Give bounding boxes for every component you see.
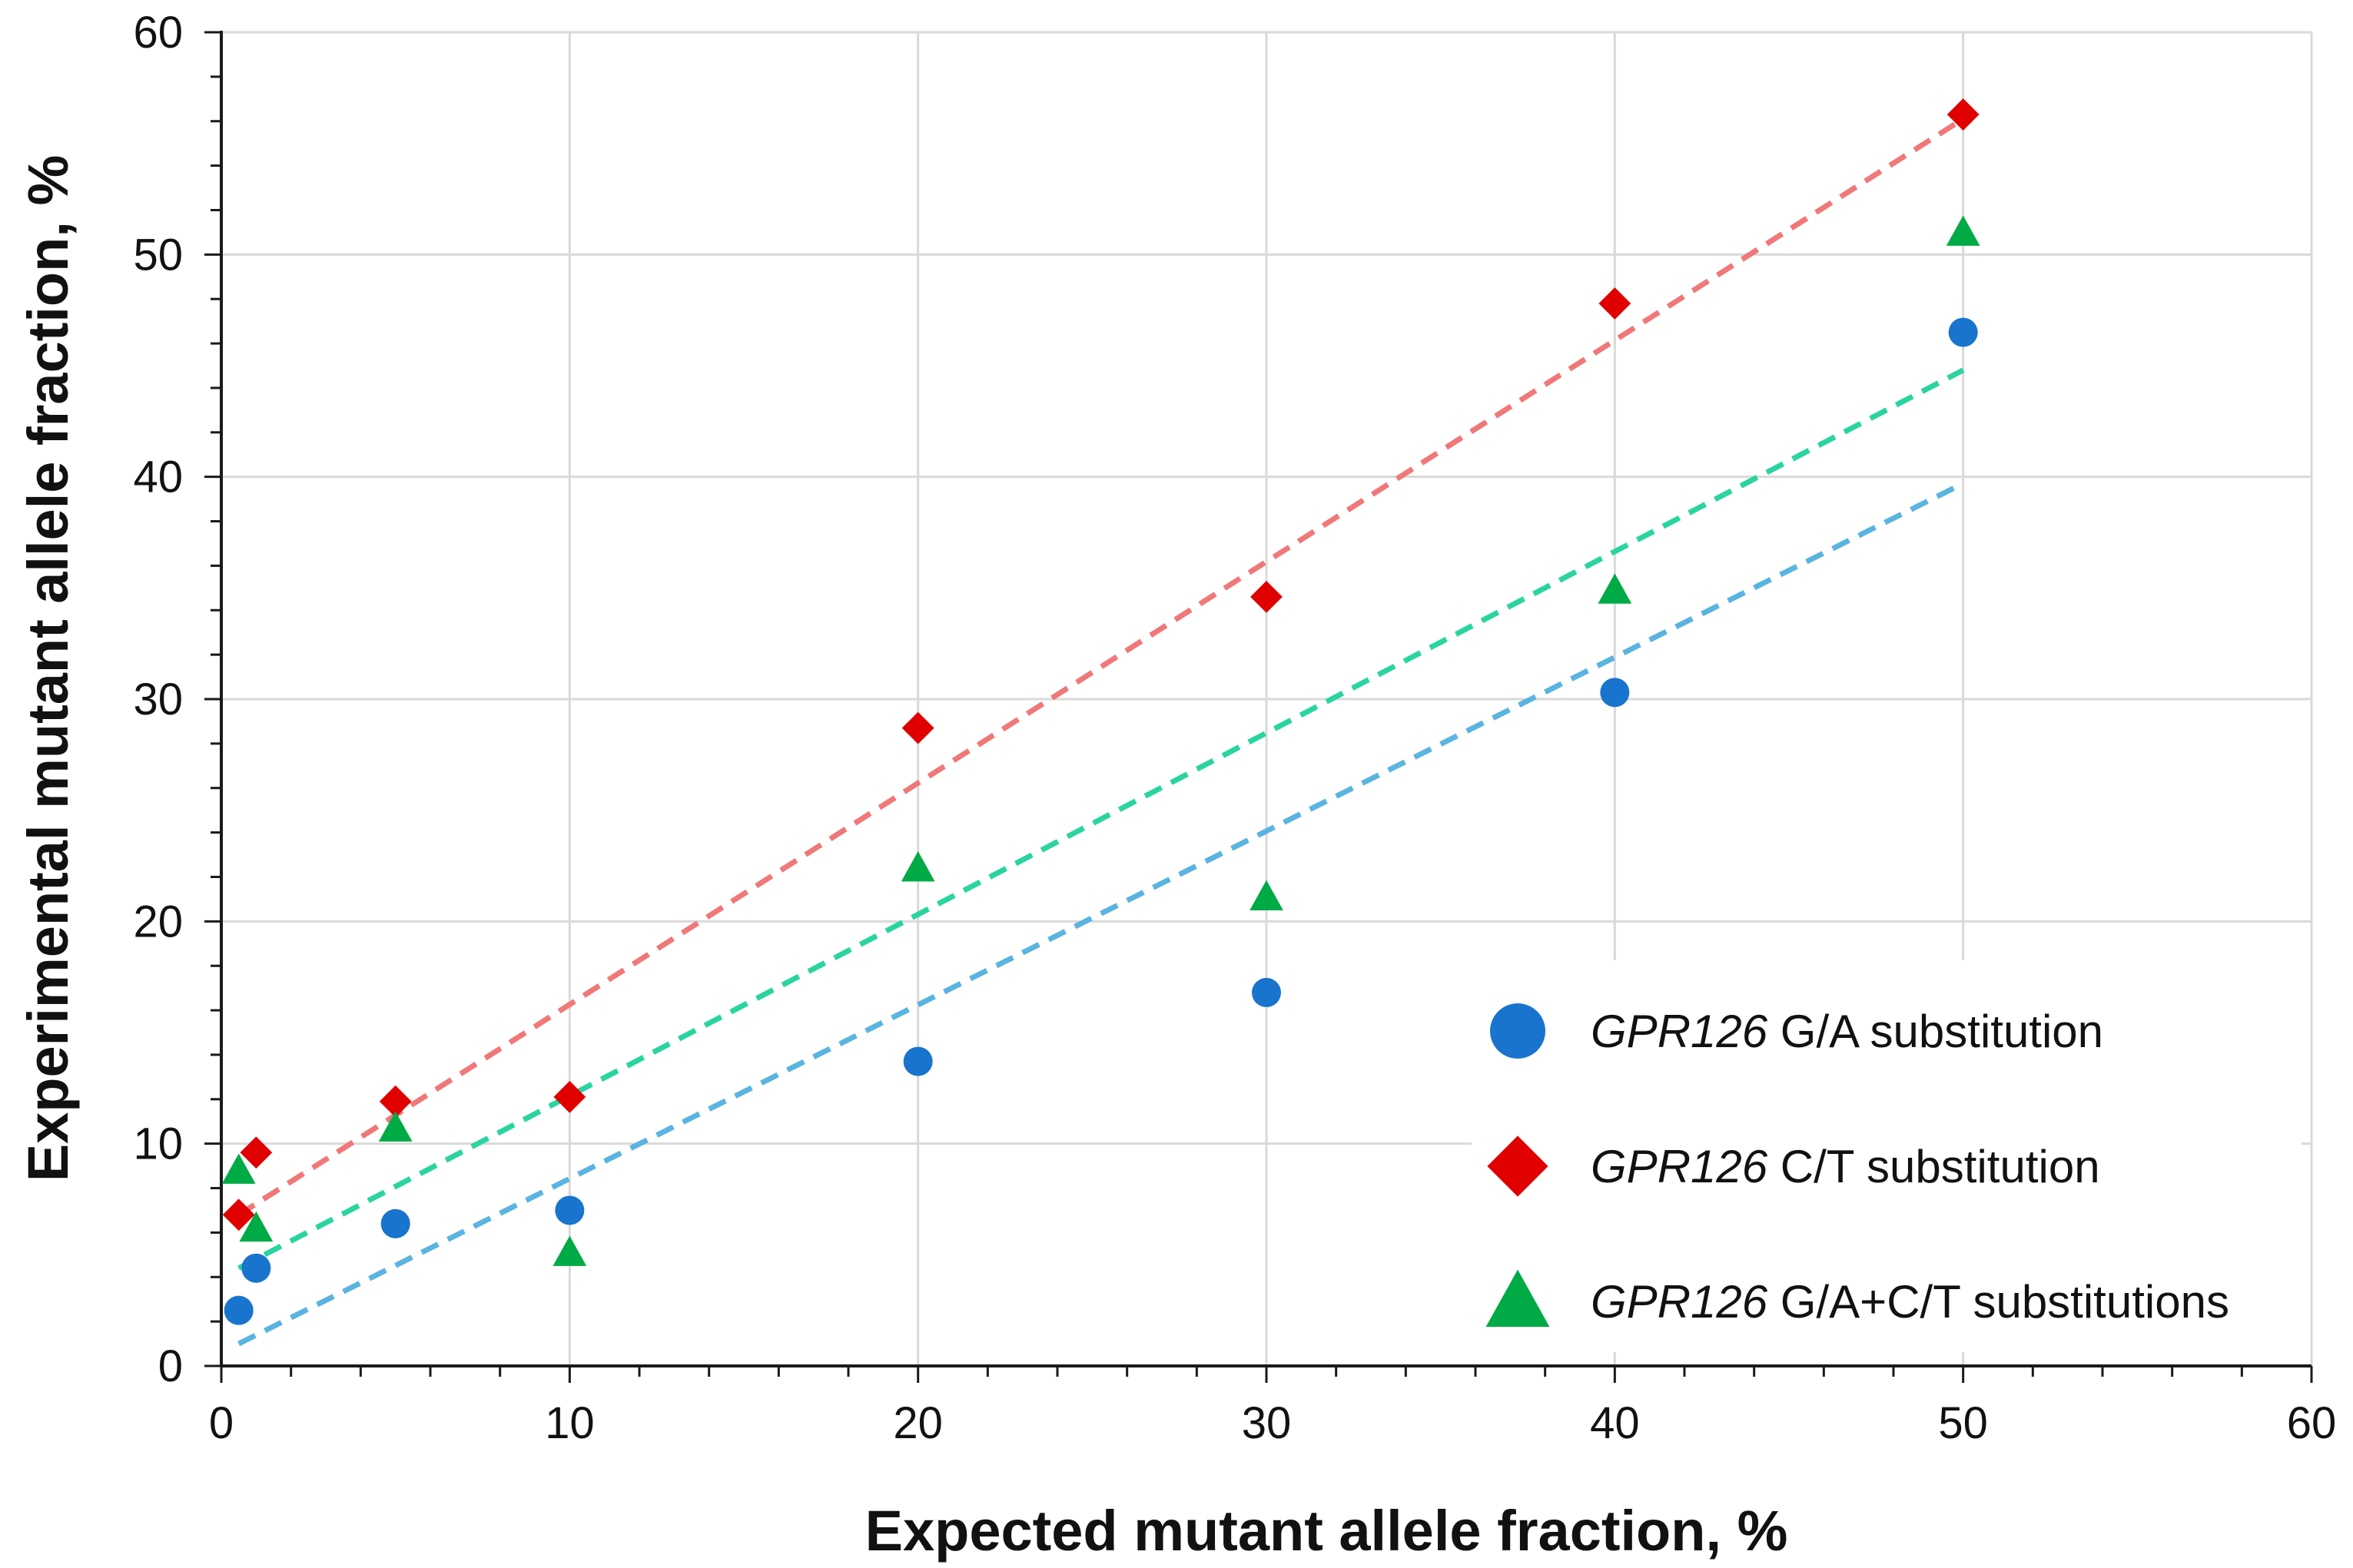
legend-gene-name: GPR126 [1591, 1276, 1768, 1328]
legend-substitution-type: C/T substitution [1767, 1141, 2099, 1192]
data-point-diamond [240, 1136, 273, 1169]
y-tick-label: 0 [158, 1341, 183, 1391]
y-tick-label: 30 [133, 675, 183, 724]
data-point-diamond [901, 711, 934, 744]
axis-layer: 0 10 20 30 40 50 60 0 10 20 30 40 50 60 [133, 8, 2336, 1448]
trendline-layer [237, 116, 1965, 1347]
trendline-diamond [237, 116, 1965, 1218]
data-point-circle [555, 1195, 585, 1225]
legend-gene-name: GPR126 [1591, 1006, 1768, 1057]
x-axis-title: Expected mutant allele fraction, % [865, 1499, 1788, 1563]
x-tick-label: 20 [893, 1398, 943, 1448]
data-point-triangle [1250, 880, 1283, 910]
data-point-circle [1600, 678, 1630, 708]
x-tick-label: 10 [545, 1398, 595, 1448]
legend-label: GPR126 G/A substitution [1591, 1006, 2103, 1057]
y-axis-title: Experimental mutant allele fraction, % [16, 155, 80, 1182]
y-tick-label: 10 [133, 1119, 183, 1169]
x-tick-label: 0 [209, 1398, 234, 1448]
legend-background [1472, 960, 2302, 1352]
grid-layer [221, 31, 2313, 1366]
x-tick-label: 40 [1590, 1398, 1640, 1448]
legend-label: GPR126 C/T substitution [1591, 1141, 2100, 1192]
data-point-triangle [239, 1211, 274, 1242]
y-tick-label: 40 [133, 452, 183, 502]
data-point-triangle [1946, 215, 1980, 246]
data-point-layer [221, 98, 1980, 1325]
legend-marker-triangle [1485, 1269, 1550, 1328]
data-point-diamond [1250, 581, 1283, 613]
data-point-triangle [1598, 573, 1632, 604]
data-point-diamond [222, 1198, 255, 1232]
data-point-circle [241, 1253, 271, 1283]
legend-label: GPR126 G/A+C/T substitutions [1591, 1276, 2229, 1328]
data-point-circle [903, 1046, 933, 1076]
legend-marker-diamond [1487, 1135, 1548, 1197]
data-point-triangle [221, 1153, 256, 1184]
data-point-circle [1252, 977, 1281, 1007]
trendline-triangle [237, 367, 1965, 1271]
y-tick-label: 60 [133, 8, 183, 58]
data-point-circle [380, 1208, 410, 1238]
data-point-diamond [1598, 287, 1631, 320]
data-point-diamond [1946, 98, 1980, 131]
data-point-circle [1948, 317, 1978, 347]
legend-substitution-type: G/A substitution [1767, 1006, 2103, 1057]
data-point-triangle [553, 1235, 587, 1266]
y-tick-label: 20 [133, 897, 183, 946]
legend-gene-name: GPR126 [1591, 1141, 1768, 1192]
legend-marker-circle [1490, 1003, 1545, 1059]
x-tick-label: 30 [1242, 1398, 1292, 1448]
x-tick-label: 60 [2287, 1398, 2337, 1448]
data-point-triangle [378, 1111, 413, 1142]
legend-substitution-type: G/A+C/T substitutions [1767, 1276, 2229, 1328]
data-point-diamond [379, 1085, 412, 1118]
data-point-triangle [901, 851, 935, 882]
data-point-diamond [553, 1081, 586, 1113]
data-point-circle [224, 1295, 254, 1325]
x-tick-label: 50 [1938, 1398, 1988, 1448]
y-tick-label: 50 [133, 230, 183, 280]
